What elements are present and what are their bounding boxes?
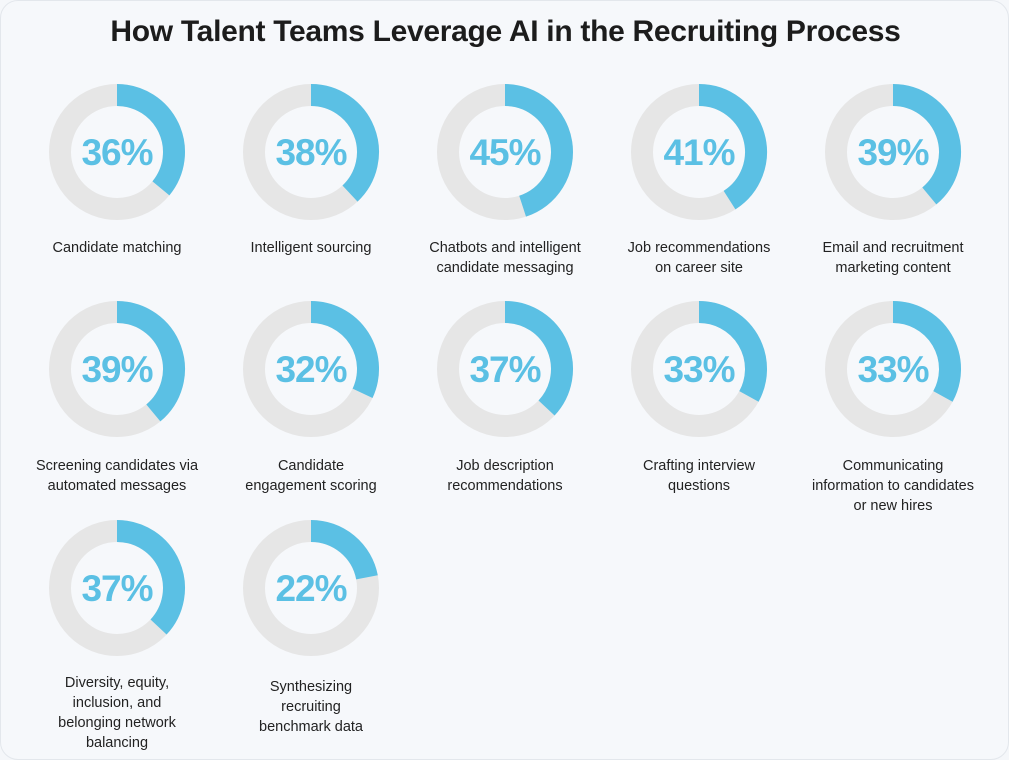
label-line: on career site [655,260,743,276]
label-line: automated messages [47,478,187,494]
label-line: Synthesizing [269,679,353,695]
donut-6: 39% [49,301,185,437]
donut-3: 45% [437,84,573,220]
chart-title: How Talent Teams Leverage AI in the Recr… [110,15,901,48]
donut-category-label: Screening candidates via automated messag… [22,456,212,496]
donut-12: 22% [243,520,379,656]
donut-category-label: Chatbots and intelligent candidate messag… [410,238,600,278]
label-line: Candidate matching [52,240,182,256]
label-line: engagement scoring [245,478,377,494]
label-line: Screening candidates via [35,458,199,474]
donut-value-arc [310,301,379,398]
label-line: recommendations [447,478,563,494]
donut-7: 32% [243,301,379,437]
donut-category-label: Candidate engagement scoring [216,456,406,496]
label-line: Intelligent sourcing [250,240,372,256]
donut-value-label: 37% [469,349,540,390]
donut-category-label: Job description recommendations [410,456,600,496]
donut-value-arc [116,301,185,422]
donut-value-arc [310,520,378,580]
label-line: balancing [85,735,149,751]
label-line: belonging network [58,715,176,731]
donut-4: 41% [631,84,767,220]
label-line: Communicating [842,458,944,474]
donut-category-label: Communicating information to candidates or… [798,456,988,516]
donut-category-label: Intelligent sourcing [216,238,406,258]
donut-category-label: Synthesizing recruiting benchmark data [216,677,406,737]
label-line: information to candidates [811,478,974,494]
donut-value-label: 33% [663,349,734,390]
donut-value-arc [116,520,185,635]
donut-value-label: 45% [469,132,540,173]
donut-value-label: 39% [81,349,152,390]
donut-5: 39% [825,84,961,220]
donut-value-label: 36% [81,132,152,173]
label-line: Chatbots and intelligent [429,240,581,256]
label-line: Job recommendations [627,240,771,256]
donut-value-arc [116,84,185,196]
donut-9: 33% [631,301,767,437]
label-line: Crafting interview [642,458,755,474]
label-line: Diversity, equity, [64,675,170,691]
donut-value-label: 41% [663,132,734,173]
label-line: or new hires [853,498,933,514]
donut-10: 33% [825,301,961,437]
donut-category-label: Crafting interview questions [604,456,794,496]
donut-value-arc [892,84,961,205]
donut-value-label: 32% [275,349,346,390]
donut-value-label: 33% [857,349,928,390]
label-line: questions [667,478,731,494]
donut-value-arc [504,301,573,416]
donut-8: 37% [437,301,573,437]
donut-11: 37% [49,520,185,656]
donut-value-arc [504,84,573,217]
label-line: Candidate [277,458,345,474]
label-line: Job description [456,458,554,474]
donut-value-label: 37% [81,568,152,609]
donut-value-label: 39% [857,132,928,173]
label-line: recruiting [281,699,341,715]
donut-value-arc [698,301,767,402]
label-line: benchmark data [259,719,363,735]
donut-category-label: Email and recruitment marketing content [798,238,988,278]
donut-value-label: 22% [275,568,346,609]
label-line: candidate messaging [436,260,574,276]
label-line: Email and recruitment [822,240,964,256]
donut-value-label: 38% [275,132,346,173]
donut-category-label: Candidate matching [22,238,212,258]
donut-value-arc [698,84,767,210]
donut-1: 36% [49,84,185,220]
donut-2: 38% [243,84,379,220]
donut-category-label: Job recommendations on career site [604,238,794,278]
donut-category-label: Diversity, equity, inclusion, and belongin… [22,673,212,753]
donut-value-arc [310,84,379,202]
donut-value-arc [892,301,961,402]
label-line: inclusion, and [72,695,162,711]
label-line: marketing content [835,260,951,276]
